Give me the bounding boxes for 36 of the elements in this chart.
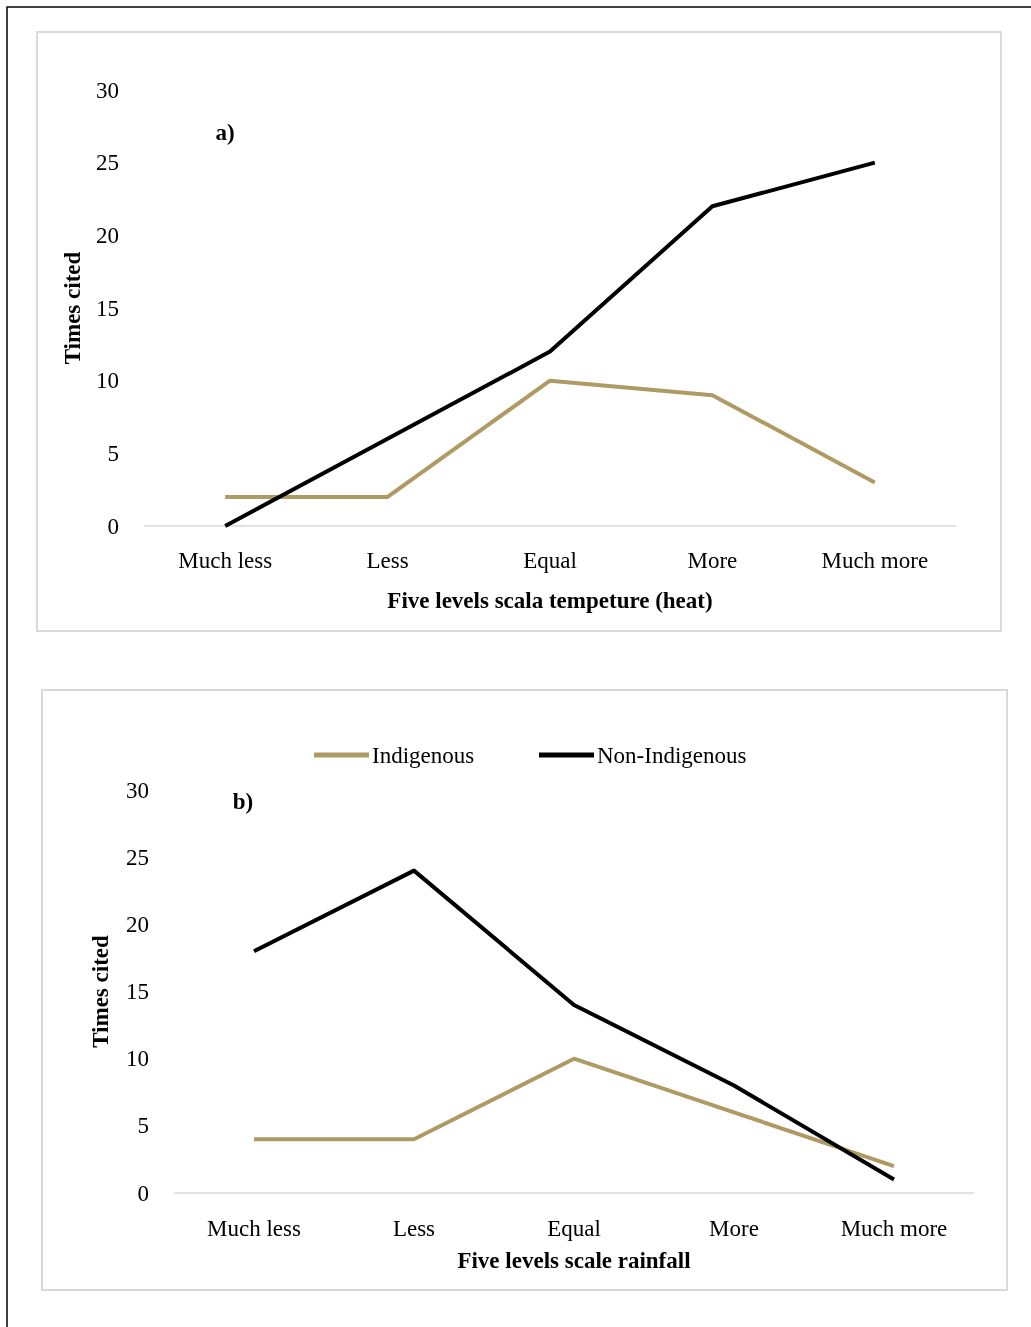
line-series [223,378,877,499]
annotation: b) [232,788,254,814]
y-tick-label: 25 [126,844,149,870]
annotation: a) [215,119,235,145]
y-tick-label: 30 [96,77,119,103]
x-tick-label: Much more [821,547,929,573]
y-tick-label: 20 [126,911,149,937]
y-axis-title: Times cited [87,934,113,1048]
line-series [252,1056,896,1169]
x-tick-label: Equal [523,547,577,573]
x-tick-label: Less [392,1215,436,1241]
y-tick-label: 0 [137,1180,149,1206]
y-tick-label: 0 [107,513,119,539]
y-tick-label: 10 [126,1046,149,1072]
y-tick-label: 20 [96,222,119,248]
x-axis-title: Five levels scale rainfall [457,1247,691,1273]
y-tick-label: 30 [126,777,149,803]
y-tick-label: 5 [107,440,119,466]
x-axis-title: Five levels scala tempeture (heat) [387,587,713,613]
x-tick-label: More [709,1215,759,1241]
y-tick-label: 10 [96,368,119,394]
y-tick-label: 15 [126,979,149,1004]
x-tick-label: Less [366,547,409,573]
y-tick-label: 15 [96,295,119,321]
y-axis-title: Times cited [59,251,85,365]
x-tick-label: Equal [547,1215,601,1241]
y-tick-label: 5 [137,1113,149,1139]
x-tick-label: Much less [207,1215,301,1241]
line-series [252,868,896,1182]
line-series [223,160,877,528]
x-tick-label: Much less [178,547,273,573]
legend-label: Indigenous [372,742,475,768]
legend-label: Non-Indigenous [597,742,747,768]
x-tick-label: Much more [840,1215,948,1241]
y-tick-label: 25 [96,150,119,176]
x-tick-label: More [687,547,738,573]
